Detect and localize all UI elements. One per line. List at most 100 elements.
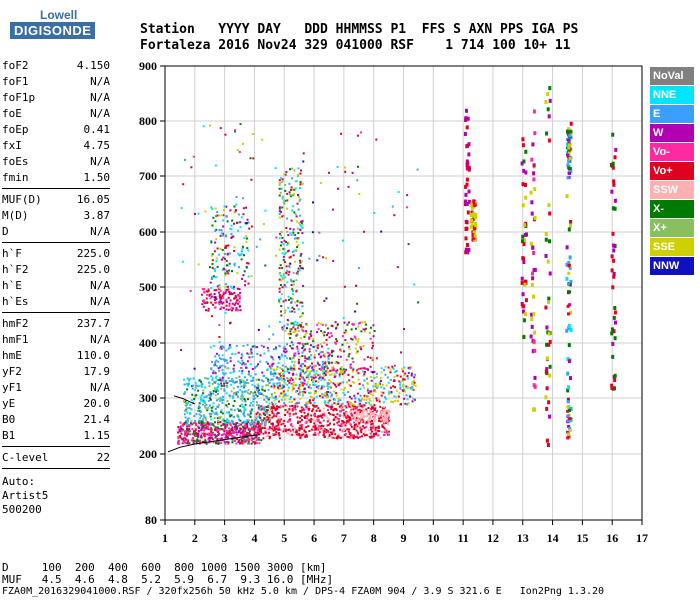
echo-point [317,428,320,431]
param-divider [2,188,110,189]
echo-point [221,294,224,297]
echo-point [232,404,235,407]
echo-point [611,206,615,211]
param-name: h`E [2,279,22,292]
echo-point [247,275,250,278]
echo-point [268,414,271,417]
echo-point [363,394,366,397]
echo-point [304,415,307,418]
echo-point [211,433,214,436]
echo-point [293,364,296,367]
echo-point [229,227,232,230]
echo-point [472,211,476,216]
echo-point [316,259,319,262]
echo-point [224,436,227,439]
echo-point [322,363,325,366]
echo-point [568,408,571,412]
echo-point [340,132,343,135]
echo-point [544,99,548,104]
echo-point [215,228,218,231]
echo-point [327,352,330,354]
echo-point [388,411,391,414]
echo-point [205,297,208,300]
echo-point [382,416,385,419]
echo-point [295,249,298,252]
echo-point [273,406,276,409]
echo-point [353,426,356,429]
echo-point [520,302,524,306]
echo-point [297,273,299,276]
echo-point [255,386,258,389]
echo-point [320,355,323,358]
echo-point [284,394,287,397]
echo-point [225,429,228,432]
echo-point [292,231,295,234]
echo-point [341,335,344,338]
echo-point [230,419,233,422]
echo-point [270,385,273,388]
echo-point [197,212,200,215]
echo-point [223,209,225,212]
echo-point [520,280,524,285]
echo-point [314,390,317,393]
echo-point [296,327,299,329]
echo-point [324,401,327,404]
echo-point [255,434,258,437]
echo-point [336,421,339,424]
echo-point [569,406,573,411]
echo-point [339,407,342,410]
echo-point [308,337,311,340]
echo-point [379,405,382,408]
echo-point [240,423,243,426]
param-value: N/A [90,155,110,168]
echo-point [361,397,364,400]
echo-point [300,369,303,371]
echo-point [239,221,242,224]
echo-point [286,323,289,326]
echo-point [220,347,223,350]
echo-point [250,352,253,355]
echo-point [327,431,330,434]
echo-point [565,276,569,281]
x-tick-label: 9 [401,531,407,545]
echo-point [470,200,474,205]
echo-point [548,98,552,103]
echo-point [270,427,273,430]
echo-point [299,254,302,257]
echo-point [246,378,249,381]
echo-point [322,433,325,436]
echo-point [520,161,524,166]
echo-point [266,368,269,371]
echo-point [265,395,268,398]
echo-point [232,381,235,384]
echo-point [275,348,277,351]
echo-point [344,339,347,342]
echo-point [278,267,281,270]
echo-point [269,435,271,438]
echo-point [568,134,572,138]
echo-point [470,218,473,223]
echo-point [294,354,297,357]
echo-point [225,259,228,262]
echo-point [371,359,374,362]
echo-point [295,215,298,218]
echo-point [211,382,214,385]
echo-point [300,434,303,437]
echo-point [347,391,350,394]
echo-point [320,379,323,382]
echo-point [335,394,338,397]
echo-point [252,391,255,394]
echo-point [212,441,215,444]
echo-point [255,413,258,415]
echo-point [364,430,367,433]
echo-point [246,218,249,221]
echo-point [179,435,182,438]
echo-point [521,143,525,148]
echo-point [264,417,267,420]
echo-point [297,329,300,332]
echo-point [363,379,366,382]
echo-point [566,138,570,142]
echo-point [281,276,284,279]
echo-point [194,384,197,387]
echo-point [237,252,240,255]
